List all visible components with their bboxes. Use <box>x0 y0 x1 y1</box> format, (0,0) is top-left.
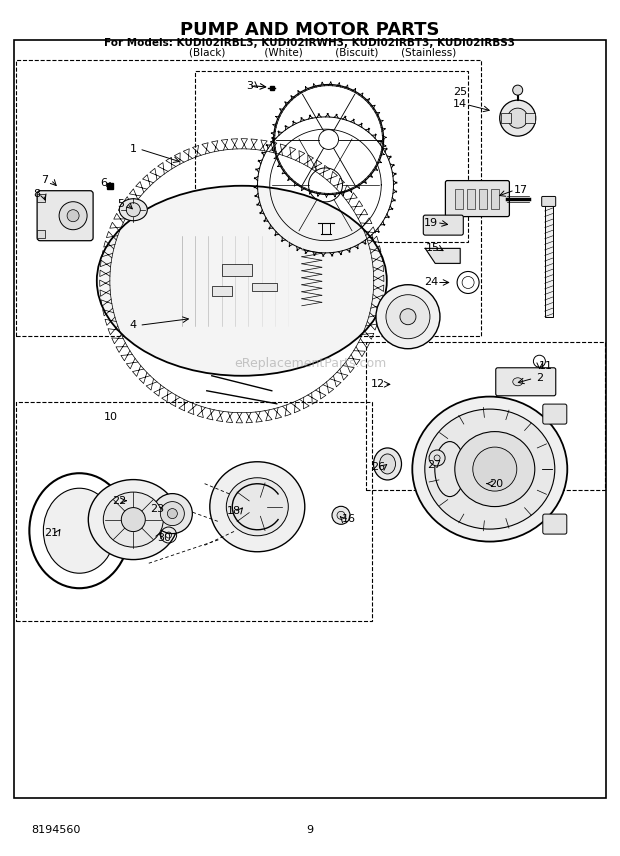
Circle shape <box>153 494 192 533</box>
Text: 17: 17 <box>514 185 528 195</box>
Circle shape <box>126 203 140 217</box>
Circle shape <box>161 502 184 526</box>
Text: 26: 26 <box>371 461 385 472</box>
Ellipse shape <box>513 377 523 386</box>
Text: 23: 23 <box>150 504 164 514</box>
Text: 10: 10 <box>104 412 117 422</box>
Bar <box>222 264 252 276</box>
Circle shape <box>67 210 79 222</box>
Bar <box>366 342 604 490</box>
Circle shape <box>167 508 177 519</box>
Text: 22: 22 <box>113 496 126 506</box>
Text: 3: 3 <box>246 80 253 91</box>
Ellipse shape <box>373 448 402 480</box>
FancyBboxPatch shape <box>496 368 556 395</box>
Ellipse shape <box>412 396 567 542</box>
Text: 15: 15 <box>426 243 440 253</box>
Circle shape <box>337 511 345 520</box>
Text: 9: 9 <box>306 825 314 835</box>
Ellipse shape <box>455 431 535 507</box>
Text: 5: 5 <box>117 199 125 209</box>
Text: 8194560: 8194560 <box>31 825 81 835</box>
Text: For Models: KUDI02IRBL3, KUDI02IRWH3, KUDI02IRBT3, KUDI02IRBS3: For Models: KUDI02IRBL3, KUDI02IRWH3, KU… <box>105 38 515 48</box>
Circle shape <box>508 108 528 128</box>
Bar <box>456 188 463 209</box>
Text: 16: 16 <box>342 514 355 524</box>
Circle shape <box>400 309 416 324</box>
Ellipse shape <box>210 461 305 552</box>
Text: 25: 25 <box>453 86 467 97</box>
Bar <box>212 286 232 296</box>
Text: 2: 2 <box>536 373 543 383</box>
FancyBboxPatch shape <box>542 514 567 534</box>
Circle shape <box>429 450 445 466</box>
Circle shape <box>386 294 430 339</box>
FancyBboxPatch shape <box>542 404 567 424</box>
Circle shape <box>513 85 523 95</box>
Circle shape <box>434 455 440 461</box>
Text: 4: 4 <box>130 320 137 330</box>
Bar <box>16 60 480 336</box>
Ellipse shape <box>435 442 465 496</box>
Bar <box>252 282 277 291</box>
Ellipse shape <box>226 478 288 536</box>
Bar <box>14 40 606 798</box>
Circle shape <box>332 506 350 525</box>
Text: 30: 30 <box>157 532 171 543</box>
Text: 27: 27 <box>427 460 441 470</box>
Ellipse shape <box>97 186 387 376</box>
Text: 6: 6 <box>100 178 108 188</box>
Bar <box>16 402 372 621</box>
Ellipse shape <box>379 454 396 474</box>
Text: 1: 1 <box>130 144 137 154</box>
Text: 24: 24 <box>424 277 438 288</box>
Bar <box>492 188 499 209</box>
Bar <box>545 205 552 317</box>
FancyBboxPatch shape <box>423 215 463 235</box>
Bar <box>195 71 468 242</box>
Bar <box>37 193 45 202</box>
FancyBboxPatch shape <box>37 191 93 241</box>
Bar <box>467 188 476 209</box>
Circle shape <box>59 202 87 229</box>
FancyBboxPatch shape <box>542 196 556 206</box>
Text: (Black)            (White)          (Biscuit)       (Stainless): (Black) (White) (Biscuit) (Stainless) <box>164 47 456 57</box>
Bar <box>37 229 45 238</box>
Text: 12: 12 <box>371 379 385 389</box>
Text: 7: 7 <box>41 175 48 185</box>
Text: 8: 8 <box>33 189 41 199</box>
Text: 21: 21 <box>45 528 58 538</box>
Ellipse shape <box>88 479 179 560</box>
Polygon shape <box>425 248 460 264</box>
Ellipse shape <box>104 492 163 547</box>
Text: 19: 19 <box>424 217 438 228</box>
Text: 14: 14 <box>453 99 467 110</box>
Circle shape <box>376 285 440 348</box>
Bar <box>525 113 534 123</box>
Circle shape <box>500 100 536 136</box>
Bar <box>479 188 487 209</box>
Ellipse shape <box>425 409 555 529</box>
Text: 20: 20 <box>489 479 503 489</box>
Circle shape <box>473 447 517 491</box>
Text: PUMP AND MOTOR PARTS: PUMP AND MOTOR PARTS <box>180 21 440 39</box>
Circle shape <box>122 508 145 532</box>
Ellipse shape <box>43 488 115 574</box>
Text: eReplacementParts.com: eReplacementParts.com <box>234 357 386 371</box>
FancyBboxPatch shape <box>445 181 510 217</box>
Text: 11: 11 <box>539 360 552 371</box>
Text: 18: 18 <box>227 506 241 516</box>
Bar <box>501 113 511 123</box>
Ellipse shape <box>119 199 148 221</box>
